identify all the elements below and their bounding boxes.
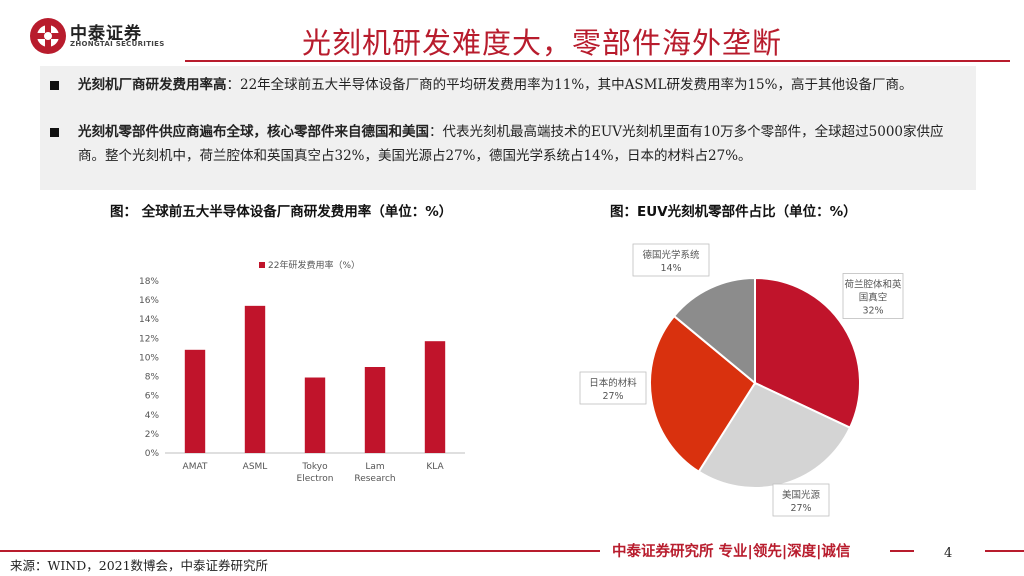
x-tick-label: Research (354, 474, 395, 484)
zhongtai-logo-icon (30, 18, 66, 54)
bar-chart-x-labels: AMAT ASML Tokyo Electron Lam Research KLA (183, 462, 445, 484)
page-title: 光刻机研发难度大，零部件海外垄断 (301, 26, 782, 60)
rd-rate-bar-chart: 22年研发费用率（%） 0% 2% 4% 6% 8% 10% 12% 14% 16% 18% AM… (139, 259, 465, 484)
y-tick-label: 16% (139, 296, 159, 306)
legend-swatch (259, 262, 265, 268)
pie-label-text: 国真空 (859, 292, 888, 304)
bar-chart-bars (184, 305, 446, 453)
y-tick-label: 6% (145, 392, 160, 402)
x-tick-label: Electron (297, 474, 334, 484)
x-tick-label: KLA (426, 462, 444, 472)
bar-chart-legend: 22年研发费用率（%） (259, 259, 360, 271)
bar (364, 367, 386, 453)
legend-label: 22年研发费用率（%） (268, 259, 360, 271)
bar (244, 305, 266, 453)
pie-label-box (579, 371, 647, 405)
bullet-1-text: ：22年全球前五大半导体设备厂商的平均研发费用率为11%，其中ASML研发费用率… (226, 77, 913, 93)
bar (304, 377, 326, 453)
summary-bullet-suppliers: 光刻机零部件供应商遍布全球，核心零部件来自德国和美国：代表光刻机最高端技术的EU… (50, 120, 966, 168)
x-tick-label: Lam (365, 462, 384, 472)
x-tick-label: ASML (243, 462, 268, 472)
bullet-2-text: ：代表光刻机最高端技术的EUV光刻机里面有10万多个零部件，全球超过5000家供… (78, 124, 944, 164)
bullet-1-heading: 光刻机厂商研发费用率高 (78, 77, 227, 93)
pie-label: 日本的材料 27% (579, 371, 647, 405)
pie-label-text: 日本的材料 (589, 377, 637, 389)
page-number: 4 (944, 546, 953, 561)
footer-rule-left (0, 550, 600, 552)
pie-label-box (772, 483, 830, 517)
y-tick-label: 8% (145, 373, 160, 383)
y-tick-label: 14% (139, 315, 159, 325)
bullet-2-heading: 光刻机零部件供应商遍布全球，核心零部件来自德国和美国 (78, 124, 429, 140)
pie-label: 荷兰腔体和英国真空 32% (842, 273, 904, 319)
title-divider (185, 60, 1010, 62)
pie-label-text: 德国光学系统 (642, 249, 700, 261)
y-tick-label: 2% (145, 430, 160, 440)
footer-brand-line: 中泰证券研究所 专业|领先|深度|诚信 (612, 544, 851, 560)
pie-chart-labels: 荷兰腔体和英国真空 32% 美国光源 27% 日本的材料 27% 德国光学系统 14% (579, 243, 904, 517)
brand-name: 中泰证券 (70, 24, 142, 44)
pie-label-percent: 14% (660, 263, 681, 274)
pie-label-text: 荷兰腔体和英 (844, 279, 902, 291)
x-tick-label: Tokyo (301, 462, 328, 472)
summary-bullet-rd-rate: 光刻机厂商研发费用率高：22年全球前五大半导体设备厂商的平均研发费用率为11%，… (50, 73, 966, 97)
y-tick-label: 18% (139, 277, 159, 287)
bullet-square-icon (50, 128, 59, 137)
y-tick-label: 12% (139, 334, 159, 344)
pie-label-text: 美国光源 (782, 489, 821, 501)
source-note: 来源：WIND，2021数博会，中泰证券研究所 (10, 558, 269, 573)
pie-label: 德国光学系统 14% (632, 243, 710, 277)
bar-chart-caption: 图： 全球前五大半导体设备厂商研发费用率（单位：%） (110, 204, 453, 220)
pie-label-percent: 27% (602, 391, 623, 402)
pie-slice (672, 276, 756, 386)
pie-chart-caption: 图：EUV光刻机零部件占比（单位：%） (610, 204, 857, 220)
pie-label-percent: 32% (862, 306, 883, 317)
y-tick-label: 4% (145, 411, 160, 421)
bar (184, 349, 206, 453)
y-tick-label: 10% (139, 353, 159, 363)
pie-slice (649, 314, 757, 474)
footer-rule-right (985, 550, 1024, 552)
brand-name-en: ZHONGTAI SECURITIES (70, 40, 165, 48)
footer-rule-mid (890, 550, 914, 552)
euv-parts-pie-chart: 荷兰腔体和英国真空 32% 美国光源 27% 日本的材料 27% 德国光学系统 14% (579, 243, 904, 517)
bar (424, 341, 446, 453)
summary-box: 光刻机厂商研发费用率高：22年全球前五大半导体设备厂商的平均研发费用率为11%，… (40, 66, 976, 190)
pie-label-box (842, 273, 904, 319)
pie-label-percent: 27% (790, 503, 811, 514)
bullet-square-icon (50, 81, 59, 90)
pie-label-box (632, 243, 710, 277)
pie-chart-slices (649, 276, 861, 489)
pie-slice (754, 276, 861, 430)
x-tick-label: AMAT (183, 462, 208, 472)
pie-label: 美国光源 27% (772, 483, 830, 517)
y-tick-label: 0% (145, 449, 160, 459)
